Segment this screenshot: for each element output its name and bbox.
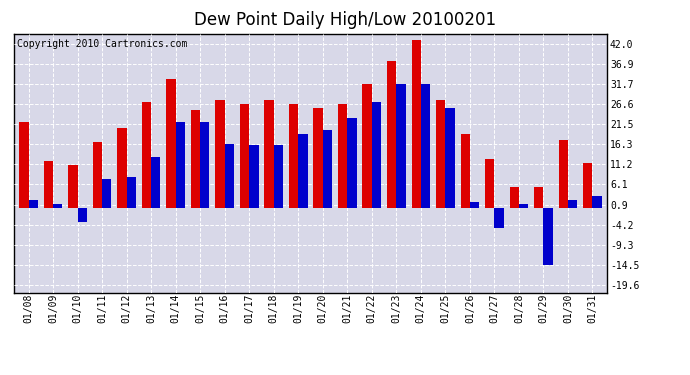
Bar <box>191 110 200 208</box>
Bar <box>215 100 225 208</box>
Bar <box>28 200 38 208</box>
Bar <box>338 104 347 208</box>
Bar <box>200 122 210 208</box>
Bar <box>240 104 249 208</box>
Bar <box>264 100 274 208</box>
Bar <box>176 122 185 208</box>
Bar <box>510 187 519 208</box>
Bar <box>117 128 126 208</box>
Bar <box>77 208 87 222</box>
Bar <box>470 202 479 208</box>
Bar <box>445 108 455 208</box>
Bar <box>436 100 445 208</box>
Bar <box>347 118 357 208</box>
Bar <box>298 134 308 208</box>
Bar <box>151 157 161 208</box>
Bar <box>485 159 495 208</box>
Bar <box>544 208 553 265</box>
Text: Copyright 2010 Cartronics.com: Copyright 2010 Cartronics.com <box>17 39 187 49</box>
Bar <box>583 163 593 208</box>
Bar <box>43 161 53 208</box>
Bar <box>102 179 111 208</box>
Bar <box>372 102 381 208</box>
Bar <box>559 140 568 208</box>
Bar <box>92 142 102 208</box>
Bar <box>519 204 529 208</box>
Bar <box>225 144 234 208</box>
Bar <box>53 204 62 208</box>
Bar <box>126 177 136 208</box>
Bar <box>593 196 602 208</box>
Bar <box>460 134 470 208</box>
Bar <box>19 122 28 208</box>
Bar <box>362 84 372 208</box>
Bar <box>142 102 151 208</box>
Bar <box>387 61 396 208</box>
Bar <box>421 84 430 208</box>
Bar <box>495 208 504 228</box>
Bar <box>323 130 332 208</box>
Bar <box>289 104 298 208</box>
Bar <box>274 146 283 208</box>
Bar <box>411 40 421 208</box>
Bar <box>166 79 176 208</box>
Bar <box>534 187 544 208</box>
Bar <box>396 84 406 208</box>
Bar <box>568 200 578 208</box>
Bar <box>313 108 323 208</box>
Bar <box>68 165 77 208</box>
Bar <box>249 146 259 208</box>
Text: Dew Point Daily High/Low 20100201: Dew Point Daily High/Low 20100201 <box>194 11 496 29</box>
